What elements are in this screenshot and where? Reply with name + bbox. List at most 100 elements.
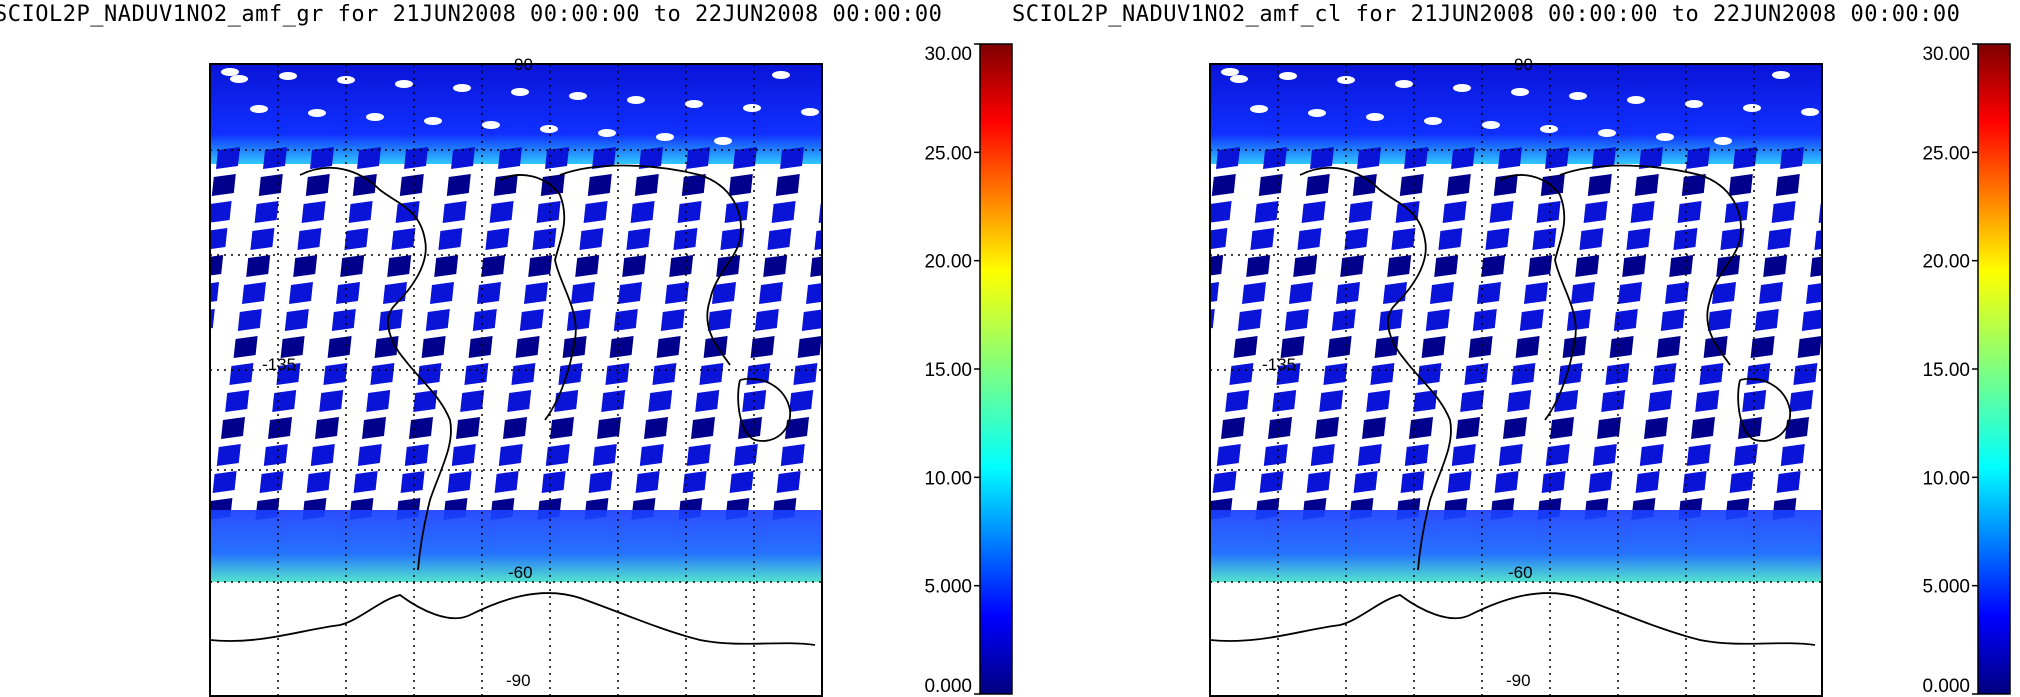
- swath-segment: [1464, 363, 1489, 385]
- swath-segment: [1442, 201, 1467, 223]
- swath-segment: [1583, 201, 1608, 223]
- swath-segment: [609, 336, 634, 358]
- swath-segment: [1357, 444, 1382, 466]
- swath-segment: [575, 255, 600, 277]
- swath-gap: [1540, 125, 1558, 133]
- swath-segment: [1259, 471, 1284, 493]
- swath-segment: [409, 417, 433, 439]
- swath-segment: [211, 174, 236, 196]
- swath-segment: [1268, 417, 1292, 439]
- colorbar-tick-label: 15.00: [1922, 360, 1970, 381]
- swath-segment: [1601, 390, 1626, 412]
- swath-segment: [1797, 336, 1822, 358]
- swath-segment: [1716, 255, 1741, 277]
- swath-segment: [494, 471, 519, 493]
- left-map-grid: [210, 64, 822, 696]
- swath-segment: [550, 417, 574, 439]
- right-grid-labels: 90 -90 -60 -135: [1262, 55, 1533, 690]
- swath-segment: [1524, 282, 1548, 304]
- swath-segment: [1225, 390, 1250, 412]
- swath-segment: [276, 363, 301, 385]
- swath-segment: [823, 174, 847, 196]
- swath-segment: [1174, 417, 1198, 439]
- swath-segment: [1170, 444, 1194, 466]
- swath-segment: [1293, 255, 1318, 277]
- swath-segment: [536, 201, 561, 223]
- swath-gap: [627, 96, 645, 104]
- swath-gap: [1714, 137, 1732, 145]
- swath-segment: [174, 417, 198, 439]
- swath-segment: [1370, 363, 1395, 385]
- swath-segment: [250, 228, 275, 250]
- swath-segment: [378, 309, 403, 331]
- swath-segment: [1301, 201, 1326, 223]
- swath-segment: [1306, 471, 1331, 493]
- swath-segment: [1362, 417, 1386, 439]
- swath-segment: [1357, 147, 1381, 169]
- swath-gap: [366, 113, 384, 121]
- swath-segment: [1571, 282, 1595, 304]
- swath-segment: [293, 255, 318, 277]
- swath-segment: [1417, 363, 1442, 385]
- swath-segment: [344, 228, 369, 250]
- swath-segment: [1686, 444, 1711, 466]
- swath-segment: [1246, 255, 1271, 277]
- swath-segment: [468, 336, 493, 358]
- swath-gap: [250, 105, 268, 113]
- swath-segment: [336, 282, 360, 304]
- swath-segment: [1729, 471, 1754, 493]
- swath-segment: [648, 390, 673, 412]
- swath-segment: [447, 471, 472, 493]
- swath-segment: [297, 228, 322, 250]
- swath-segment: [263, 147, 287, 169]
- swath-segment: [498, 147, 522, 169]
- swath-gap: [1366, 113, 1384, 121]
- swath-segment: [425, 309, 450, 331]
- swath-segment: [1477, 282, 1501, 304]
- swath-gap: [395, 80, 413, 88]
- swath-segment: [1724, 201, 1749, 223]
- swath-segment: [489, 201, 514, 223]
- swath-gap: [1598, 129, 1616, 137]
- swath-segment: [1178, 390, 1202, 412]
- swath-segment: [1733, 444, 1758, 466]
- right-map-frame: [1209, 63, 1823, 697]
- swath-segment: [216, 444, 241, 466]
- swath-segment: [588, 471, 613, 493]
- orbit-swaths: [174, 147, 847, 520]
- swath-segment: [1771, 201, 1796, 223]
- swath-segment: [1468, 336, 1493, 358]
- swath-segment: [178, 390, 202, 412]
- colorbar-scale: [979, 43, 1013, 695]
- swath-segment: [1566, 309, 1591, 331]
- swath-segment: [1472, 309, 1497, 331]
- swath-gap: [482, 121, 500, 129]
- south-polar-band: [1210, 510, 1822, 582]
- swath-segment: [571, 282, 595, 304]
- swath-segment: [284, 309, 309, 331]
- colorbar-tick-label: 20.00: [924, 252, 972, 273]
- swath-segment: [1395, 201, 1420, 223]
- swath-segment: [1284, 309, 1309, 331]
- swath-segment: [1652, 363, 1677, 385]
- swath-segment: [259, 471, 284, 493]
- swath-segment: [1618, 282, 1642, 304]
- swath-segment: [1763, 255, 1788, 277]
- swath-segment: [1340, 255, 1365, 277]
- swath-segment: [592, 147, 616, 169]
- swath-segment: [430, 282, 454, 304]
- swath-gap: [1743, 104, 1761, 112]
- swath-segment: [1806, 283, 1822, 304]
- swath-segment: [1669, 255, 1694, 277]
- swath-segment: [566, 309, 591, 331]
- swath-segment: [1481, 255, 1506, 277]
- swath-segment: [352, 174, 377, 196]
- swath-segment: [1254, 201, 1279, 223]
- swath-segment: [613, 309, 638, 331]
- colorbar-tick-label: 5.000: [1922, 577, 1970, 598]
- swath-segment: [210, 228, 228, 250]
- swath-gap: [1627, 96, 1645, 104]
- swath-segment: [1310, 444, 1335, 466]
- swath-segment: [210, 309, 215, 329]
- swath-segment: [1451, 444, 1476, 466]
